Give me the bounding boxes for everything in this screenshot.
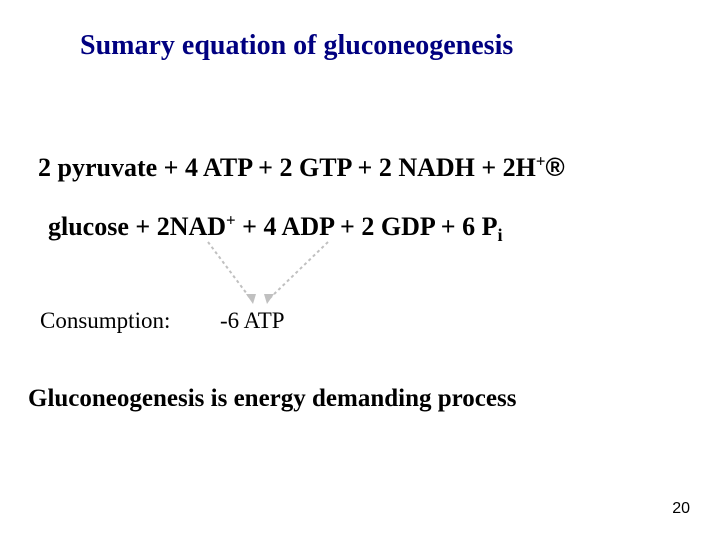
arrow-line-1 — [208, 242, 250, 298]
eq1-prefix: 2 pyruvate + 4 ATP + 2 GTP + 2 NADH + 2H — [38, 153, 536, 182]
equation-line-1: 2 pyruvate + 4 ATP + 2 GTP + 2 NADH + 2H… — [38, 152, 565, 183]
consumption-value: -6 ATP — [220, 308, 285, 334]
arrow-head-2 — [264, 294, 274, 304]
consumption-label: Consumption: — [40, 308, 170, 334]
eq2-sup1: + — [226, 210, 236, 229]
eq1-sup: + — [536, 151, 546, 170]
reaction-arrow-icon: ® — [546, 152, 565, 182]
conclusion-text: Gluconeogenesis is energy demanding proc… — [28, 385, 516, 413]
arrow-line-2 — [270, 242, 328, 298]
eq2-p1: glucose + 2NAD — [48, 212, 226, 241]
page-number: 20 — [672, 500, 690, 518]
arrow-head-1 — [246, 294, 256, 304]
eq2-sub1: i — [498, 225, 503, 245]
slide-title: Sumary equation of gluconeogenesis — [80, 30, 513, 62]
eq2-p2: + 4 ADP + 2 GDP + 6 P — [236, 212, 498, 241]
dotted-arrows-icon — [190, 238, 360, 313]
